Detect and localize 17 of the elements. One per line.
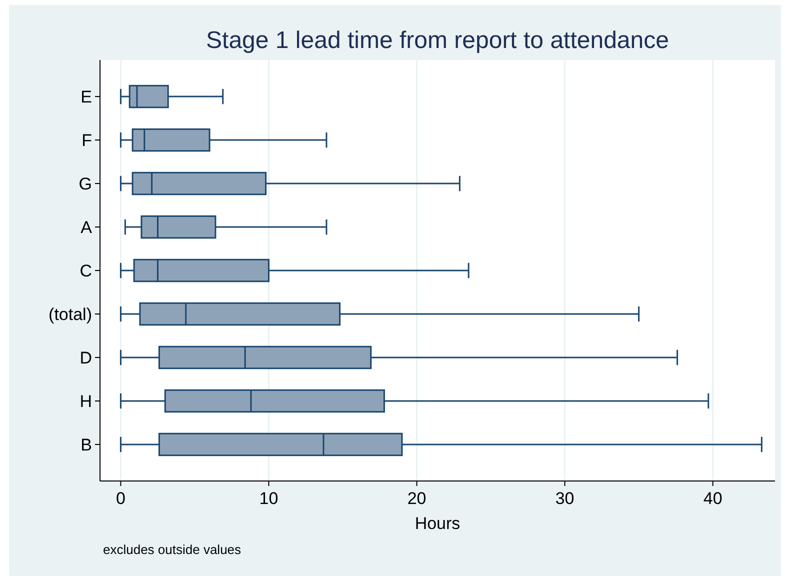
x-axis-title: Hours bbox=[414, 514, 460, 533]
y-tick-label: D bbox=[80, 348, 92, 368]
x-tick-label: 20 bbox=[407, 489, 426, 508]
y-tick-label: F bbox=[82, 130, 92, 150]
y-tick-label: G bbox=[78, 174, 92, 194]
y-tick-label: A bbox=[80, 218, 93, 237]
x-tick-label: 30 bbox=[555, 489, 574, 508]
chart-title: Stage 1 lead time from report to attendance bbox=[206, 27, 669, 54]
y-tick-label: E bbox=[80, 87, 92, 106]
text: excludes outside values bbox=[103, 542, 242, 557]
y-tick-label: (total) bbox=[48, 304, 92, 324]
x-tick-label: 10 bbox=[259, 489, 278, 508]
y-tick-label: H bbox=[80, 392, 92, 411]
x-tick-label: 40 bbox=[703, 489, 722, 508]
x-tick-label: 0 bbox=[116, 489, 126, 508]
y-tick-label: C bbox=[80, 261, 92, 280]
y-tick-label: B bbox=[80, 435, 92, 454]
